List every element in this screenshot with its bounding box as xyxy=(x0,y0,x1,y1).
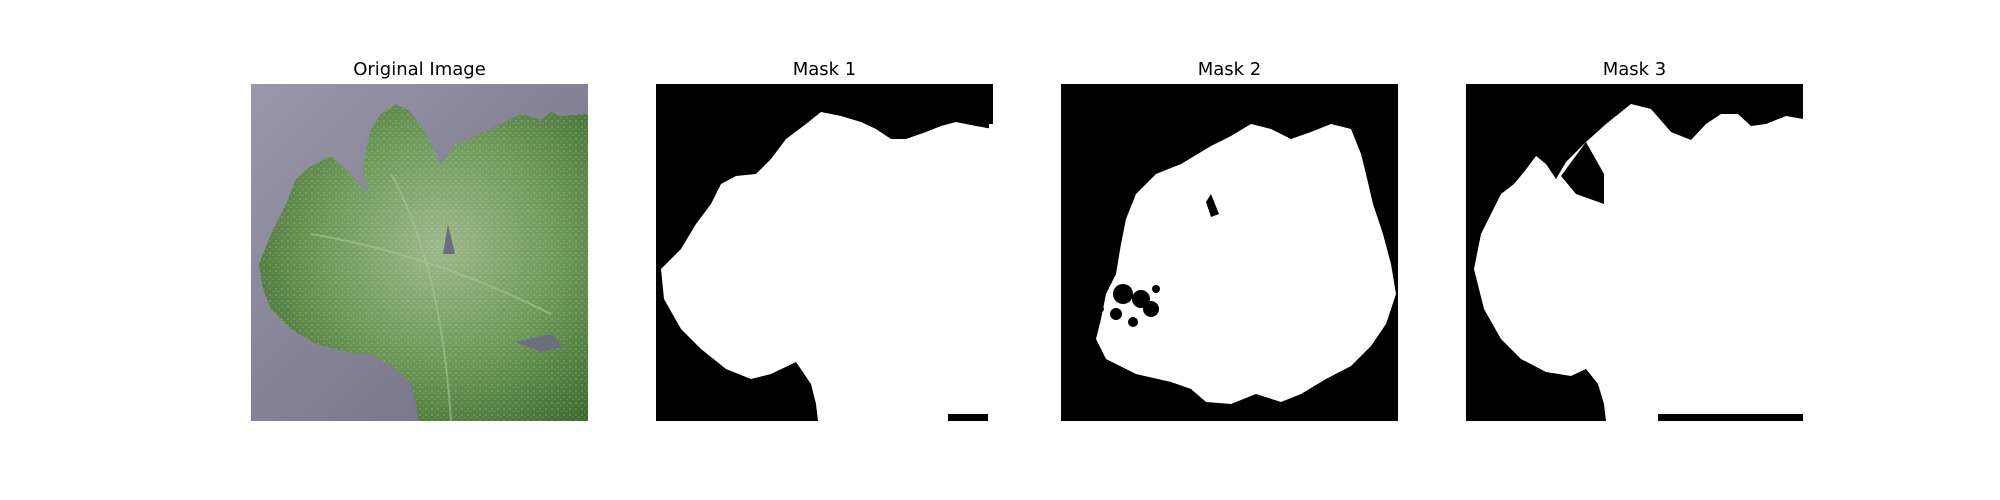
panel-original-image: Original Image xyxy=(251,56,588,421)
leaf-photo xyxy=(251,84,588,421)
mask-2-image xyxy=(1061,84,1398,421)
panel-title: Mask 1 xyxy=(792,59,857,80)
panel-title: Mask 2 xyxy=(1197,59,1262,80)
panel-mask-1: Mask 1 xyxy=(656,56,993,421)
panel-title: Original Image xyxy=(353,59,486,80)
panel-mask-3: Mask 3 xyxy=(1466,56,1803,421)
panel-mask-2: Mask 2 xyxy=(1061,56,1398,421)
panel-title: Mask 3 xyxy=(1602,59,1667,80)
mask-1-image xyxy=(656,84,993,421)
mask-3-image xyxy=(1466,84,1803,421)
